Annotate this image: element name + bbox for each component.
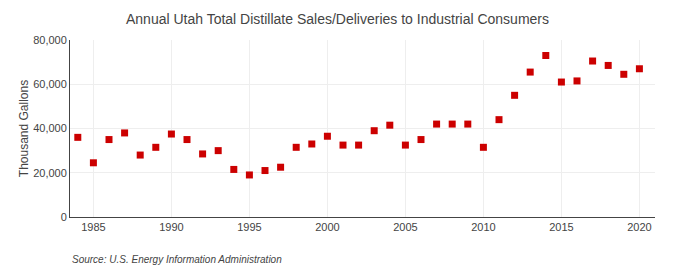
svg-text:Annual Utah Total Distillate S: Annual Utah Total Distillate Sales/Deliv… — [126, 11, 549, 27]
svg-text:0: 0 — [61, 211, 67, 223]
svg-text:40,000: 40,000 — [33, 122, 67, 134]
svg-text:2000: 2000 — [315, 221, 339, 233]
svg-text:1995: 1995 — [237, 221, 261, 233]
svg-text:1990: 1990 — [159, 221, 183, 233]
svg-text:2020: 2020 — [627, 221, 651, 233]
svg-text:60,000: 60,000 — [33, 78, 67, 90]
svg-text:2015: 2015 — [549, 221, 573, 233]
svg-text:20,000: 20,000 — [33, 167, 67, 179]
svg-text:2010: 2010 — [471, 221, 495, 233]
svg-text:80,000: 80,000 — [33, 34, 67, 46]
svg-text:1985: 1985 — [81, 221, 105, 233]
svg-text:2005: 2005 — [393, 221, 417, 233]
svg-text:Thousand Gallons: Thousand Gallons — [17, 80, 31, 177]
svg-text:Source: U.S. Energy Informatio: Source: U.S. Energy Information Administ… — [72, 254, 282, 265]
